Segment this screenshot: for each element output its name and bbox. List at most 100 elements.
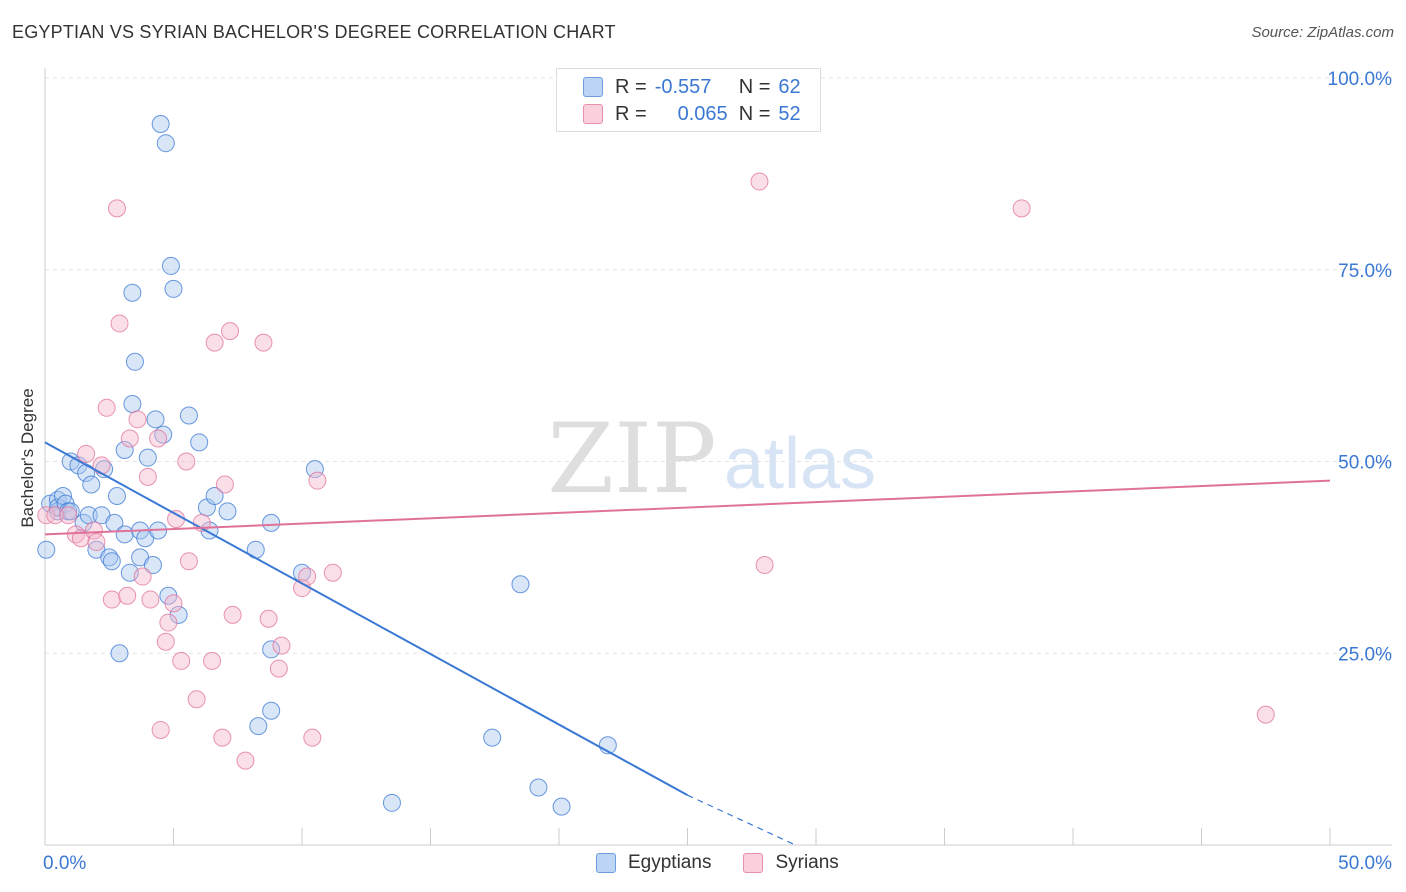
legend-swatch-egyptians: [583, 77, 603, 97]
egyptian-point: [205, 487, 224, 506]
syrian-point: [308, 471, 327, 490]
syrian-point: [187, 690, 206, 709]
legend-r-value: 0.065: [655, 103, 735, 126]
egyptian-point: [218, 502, 237, 521]
legend-r-value: -0.557: [654, 75, 712, 98]
egyptian-point: [249, 717, 268, 736]
egyptian-point: [552, 797, 571, 816]
syrian-point: [177, 452, 196, 471]
source-label: Source: ZipAtlas.com: [1251, 24, 1394, 41]
legend-n-value: 52: [778, 102, 801, 125]
syrian-point: [203, 651, 222, 670]
legend-r-label: R =: [615, 102, 647, 125]
syrian-point: [269, 659, 288, 678]
syrian-point: [110, 314, 129, 333]
syrian-point: [298, 567, 317, 586]
syrian-point: [84, 521, 103, 540]
syrian-point: [179, 552, 198, 571]
egyptian-point: [262, 640, 281, 659]
legend-label-egyptians: Egyptians: [628, 852, 712, 873]
egyptian-trend-extension: [687, 794, 796, 846]
syrian-point: [215, 475, 234, 494]
syrian-point: [1012, 199, 1031, 218]
syrian-point: [167, 510, 186, 529]
legend-swatch-syrians: [743, 853, 764, 873]
egyptian-point: [382, 793, 401, 812]
syrian-point: [151, 720, 170, 739]
egyptian-point: [115, 440, 134, 459]
syrian-point: [138, 467, 157, 486]
syrian-point: [236, 751, 255, 770]
series-legend: Egyptians Syrians: [596, 852, 871, 874]
egyptian-point: [511, 575, 530, 594]
egyptian-point: [262, 513, 281, 532]
stats-legend: R = -0.557 N = 62 R = 0.065 N = 52: [556, 68, 821, 132]
y-tick-label: 100.0%: [1328, 69, 1393, 90]
legend-swatch-syrians: [583, 104, 603, 124]
y-axis-label: Bachelor's Degree: [18, 388, 37, 528]
syrian-point: [750, 172, 769, 191]
syrian-point: [223, 605, 242, 624]
syrian-point: [118, 586, 137, 605]
syrian-point: [77, 444, 96, 463]
syrian-point: [133, 567, 152, 586]
legend-r-label: R =: [615, 75, 647, 98]
egyptian-point: [529, 778, 548, 797]
y-tick-label: 25.0%: [1338, 644, 1392, 665]
syrian-point: [755, 556, 774, 575]
syrian-point: [272, 636, 291, 655]
syrian-point: [107, 199, 126, 218]
egyptian-point: [123, 283, 142, 302]
syrian-point: [156, 632, 175, 651]
egyptian-point: [169, 605, 188, 624]
legend-r-value-text: 0.065: [677, 102, 728, 125]
syrian-point: [1256, 705, 1275, 724]
y-tick-label: 75.0%: [1338, 261, 1392, 282]
egyptian-point: [115, 525, 134, 544]
syrian-point: [172, 651, 191, 670]
legend-swatch-egyptians: [596, 853, 616, 873]
egyptian-point: [262, 701, 281, 720]
legend-row-egyptians: R = -0.557 N = 62: [583, 75, 801, 99]
legend-row-syrians: R = 0.065 N = 52: [583, 102, 801, 126]
syrian-point: [205, 333, 224, 352]
y-tick-label: 50.0%: [1338, 453, 1392, 474]
syrian-point: [87, 533, 106, 552]
legend-n-label: N =: [738, 102, 771, 125]
syrian-point: [213, 728, 232, 747]
watermark-atlas: atlas: [724, 424, 876, 504]
egyptian-point: [107, 487, 126, 506]
syrian-point: [323, 563, 342, 582]
watermark-zip: ZIP: [547, 403, 716, 515]
syrian-point: [164, 594, 183, 613]
syrian-point: [221, 322, 240, 341]
egyptian-point: [110, 644, 129, 663]
egyptian-trend-line: [44, 441, 688, 797]
syrian-trend-line: [44, 479, 1331, 536]
legend-n-label: N =: [738, 75, 771, 98]
egyptian-point: [156, 134, 175, 153]
syrian-point: [102, 590, 121, 609]
syrian-point: [159, 613, 178, 632]
egyptian-point: [161, 256, 180, 275]
egyptian-point: [146, 410, 165, 429]
egyptian-point: [305, 460, 324, 479]
syrian-point: [128, 410, 147, 429]
legend-label-syrians: Syrians: [775, 852, 839, 873]
egyptian-point: [179, 406, 198, 425]
syrian-point: [259, 609, 278, 628]
egyptian-point: [82, 475, 101, 494]
legend-n-value: 62: [778, 75, 801, 98]
egyptian-point: [138, 448, 157, 467]
syrian-point: [149, 429, 168, 448]
x-tick-label: 50.0%: [1338, 853, 1392, 874]
syrian-point: [97, 398, 116, 417]
syrian-point: [120, 429, 139, 448]
egyptian-point: [190, 433, 209, 452]
egyptian-point: [125, 352, 144, 371]
legend-item-egyptians[interactable]: Egyptians: [596, 852, 711, 874]
syrian-point: [59, 506, 78, 525]
legend-item-syrians[interactable]: Syrians: [743, 852, 839, 874]
syrian-point: [46, 506, 65, 525]
